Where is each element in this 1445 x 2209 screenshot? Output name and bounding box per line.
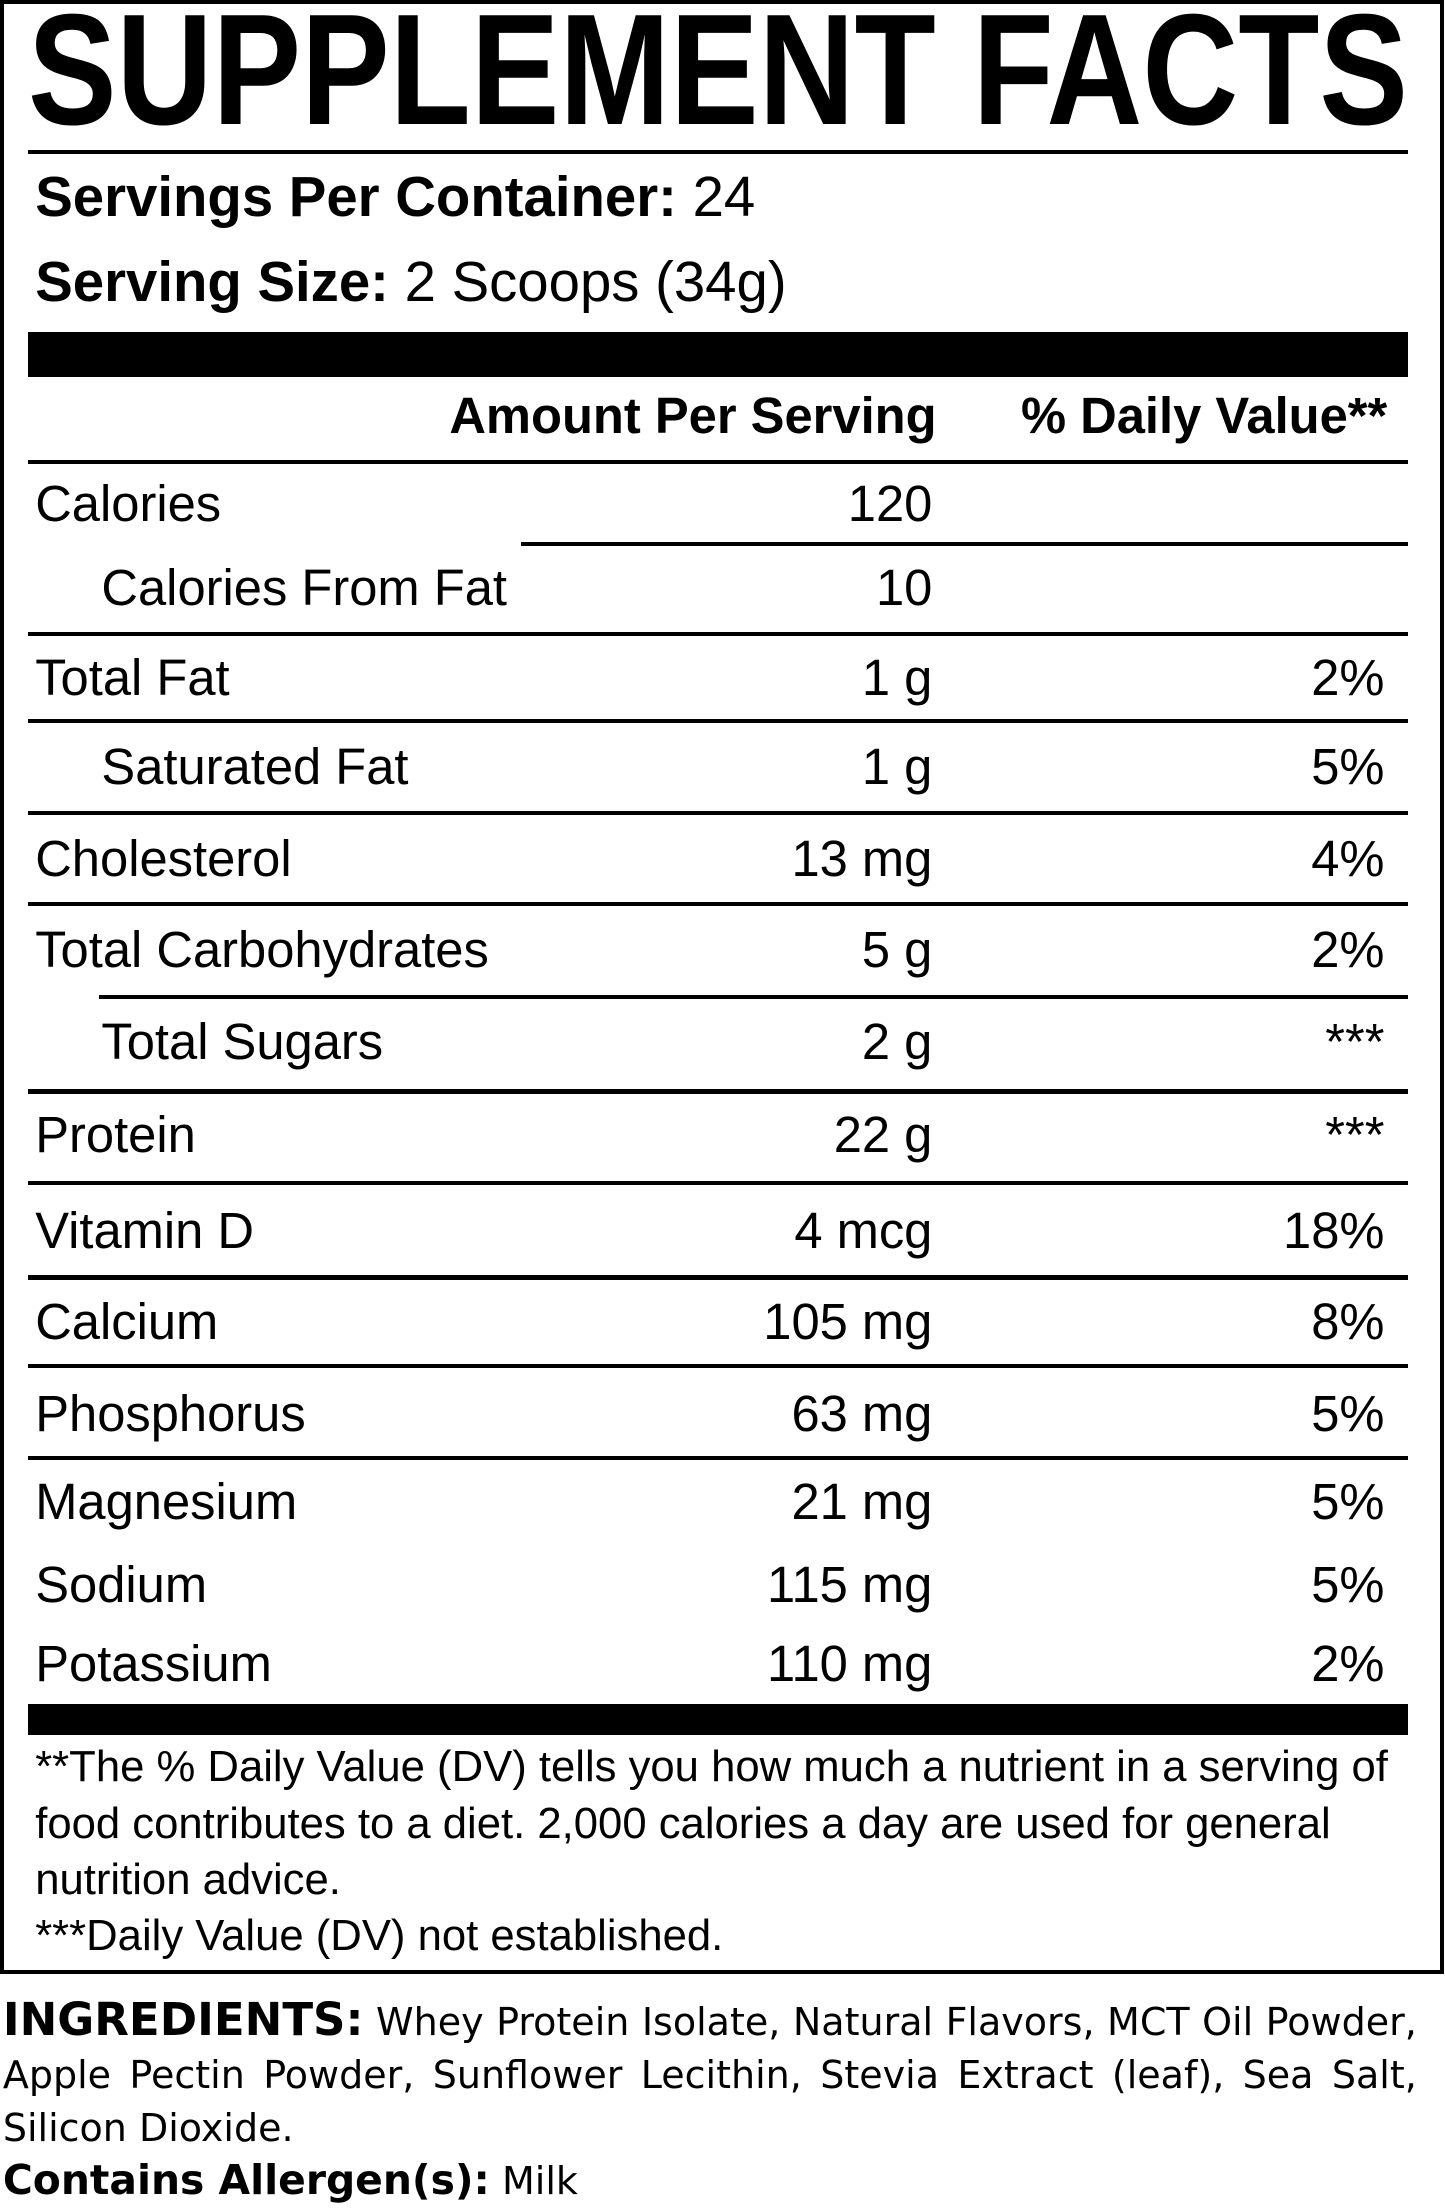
footnote: **The % Daily Value (DV) tells you how m…	[35, 1742, 1388, 1904]
nutrient-amount: 10	[875, 559, 933, 617]
rule	[28, 1180, 1409, 1186]
rule	[28, 631, 1409, 636]
rule	[28, 459, 1409, 465]
nutrient-name: Potassium	[35, 1635, 272, 1693]
footnotes: **The % Daily Value (DV) tells you how m…	[35, 1739, 1422, 1964]
nutrient-name: Calories	[35, 474, 222, 532]
daily-value: 5%	[1311, 1384, 1385, 1442]
nutrient-amount: 21 mg	[791, 1473, 933, 1531]
daily-value: 8%	[1311, 1293, 1385, 1351]
daily-value: ***	[1325, 1012, 1385, 1070]
allergens: Contains Allergen(s): Milk	[3, 2152, 578, 2209]
nutrient-name: Sodium	[35, 1556, 208, 1614]
nutrient-name: Total Sugars	[101, 1012, 384, 1070]
daily-value: 2%	[1311, 1635, 1385, 1693]
serving-size-value: 2 Scoops (34g)	[404, 249, 787, 313]
nutrient-name: Cholesterol	[35, 829, 292, 887]
nutrient-name: Phosphorus	[35, 1384, 306, 1442]
nutrient-amount: 4 mcg	[794, 1201, 933, 1259]
rule	[98, 995, 1409, 1000]
daily-value: ***	[1325, 1105, 1385, 1163]
servings-label: Servings Per Container:	[35, 165, 677, 229]
column-header: % Daily Value**	[1020, 387, 1388, 445]
rule	[28, 1364, 1409, 1369]
nutrient-name: Calcium	[35, 1293, 219, 1351]
rule	[28, 332, 1409, 378]
nutrient-amount: 2 g	[861, 1012, 933, 1070]
daily-value: 5%	[1311, 1473, 1385, 1531]
daily-value: 5%	[1311, 1556, 1385, 1614]
ingredients: INGREDIENTS: Whey Protein Isolate, Natur…	[2, 1993, 1417, 2154]
nutrient-amount: 120	[847, 474, 933, 532]
nutrient-name: Saturated Fat	[101, 738, 409, 796]
servings-value: 24	[692, 165, 756, 229]
rule	[28, 1704, 1409, 1736]
column-header: Amount Per Serving	[449, 387, 937, 445]
title-svg: SUPPLEMENT FACTS	[28, 0, 1408, 150]
rule	[521, 541, 1409, 546]
nutrient-amount: 5 g	[861, 921, 933, 979]
footnote: ***Daily Value (DV) not established.	[35, 1911, 724, 1961]
nutrient-name: Magnesium	[35, 1473, 298, 1531]
nutrient-name: Calories From Fat	[101, 559, 507, 617]
facts-box	[0, 0, 1444, 1974]
nutrient-amount: 13 mg	[791, 829, 933, 887]
ingredients-text: Whey Protein Isolate, Natural Flavors, M…	[2, 2000, 1417, 2150]
rule	[28, 1089, 1409, 1094]
nutrient-amount: 1 g	[861, 649, 933, 707]
daily-value: 2%	[1311, 921, 1385, 979]
title: SUPPLEMENT FACTS	[28, 0, 1408, 150]
nutrient-amount: 115 mg	[767, 1556, 933, 1614]
nutrient-amount: 1 g	[861, 738, 933, 796]
nutrient-name: Total Carbohydrates	[35, 921, 489, 979]
nutrient-name: Protein	[35, 1105, 196, 1163]
nutrient-name: Total Fat	[35, 649, 230, 707]
serving-size-label: Serving Size:	[35, 249, 389, 313]
nutrient-name: Vitamin D	[35, 1201, 254, 1259]
allergens-text: Milk	[501, 2159, 578, 2203]
nutrient-amount: 110 mg	[767, 1635, 933, 1693]
nutrient-amount: 63 mg	[791, 1384, 933, 1442]
servings: Servings Per Container: 24	[35, 163, 755, 231]
rule	[28, 810, 1409, 815]
ingredients-label: INGREDIENTS:	[2, 1993, 364, 2047]
rule	[28, 718, 1409, 724]
allergens-label: Contains Allergen(s):	[2, 2156, 490, 2204]
daily-value: 2%	[1311, 649, 1385, 707]
daily-value: 5%	[1311, 738, 1385, 796]
daily-value: 4%	[1311, 829, 1385, 887]
rule	[28, 1455, 1409, 1460]
rule	[28, 150, 1409, 154]
rule	[28, 1275, 1409, 1280]
nutrient-amount: 105 mg	[763, 1293, 933, 1351]
serving-size: Serving Size: 2 Scoops (34g)	[35, 248, 786, 316]
daily-value: 18%	[1283, 1201, 1385, 1259]
nutrient-amount: 22 g	[833, 1105, 933, 1163]
rule	[28, 902, 1409, 907]
